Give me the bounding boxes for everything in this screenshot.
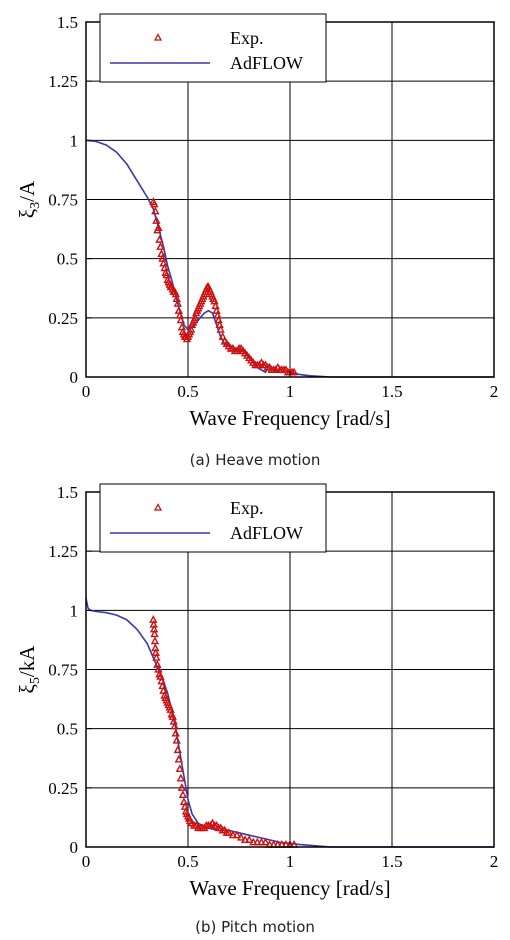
x-tick-label: 1 (286, 382, 295, 401)
exp-data-point (154, 223, 163, 232)
series-line-adflow (85, 598, 494, 848)
exp-data-point (249, 837, 258, 846)
x-axis-title: Wave Frequency [rad/s] (189, 876, 390, 900)
exp-data-point (177, 783, 187, 791)
x-tick-label: 1.5 (381, 852, 402, 871)
exp-data-point (173, 298, 182, 307)
exp-data-point (155, 235, 164, 243)
y-tick-label: 0.5 (57, 720, 78, 739)
exp-data-point (179, 797, 189, 806)
exp-data-point (150, 636, 160, 645)
y-tick-label: 1.25 (48, 72, 78, 91)
legend-marker-exp (153, 33, 163, 41)
exp-data-point (186, 324, 196, 333)
exp-data-point (232, 830, 242, 839)
exp-data-point (151, 206, 160, 215)
exp-data-point (175, 764, 185, 772)
y-tick-label: 1 (70, 601, 79, 620)
exp-data-point (289, 367, 299, 376)
exp-data-point (218, 332, 227, 340)
y-tick-label: 0 (70, 368, 79, 387)
exp-data-point (224, 828, 233, 836)
exp-data-point (178, 790, 188, 799)
x-tick-label: 0.5 (177, 852, 198, 871)
y-tick-label: 0.75 (48, 191, 78, 210)
heave-chart-panel: 0 0.5 1 1.5 2 0 0.25 0.5 0.75 1 1.25 1.5 Wave Freque… (0, 0, 510, 440)
legend-box (99, 13, 327, 83)
pitch-caption: (b) Pitch motion (195, 918, 315, 936)
exp-data-point (157, 249, 166, 258)
exp-data-point (174, 754, 183, 763)
exp-data-point (240, 835, 250, 843)
exp-data-point (176, 315, 186, 324)
legend-label: AdFLOW (230, 53, 303, 73)
exp-data-point (156, 242, 165, 250)
legend-box (99, 483, 327, 553)
exp-data-point (150, 199, 159, 208)
legend-marker-exp (153, 503, 163, 511)
pitch-chart-panel: 0 0.5 1 1.5 2 0 0.25 0.5 0.75 1 1.25 1.5 Wave Freque… (0, 470, 510, 910)
x-tick-label: 1.5 (381, 382, 402, 401)
y-tick-label: 1.25 (48, 542, 78, 561)
legend-label: Exp. (230, 498, 264, 518)
y-axis-title: ξ5/kA (15, 645, 43, 694)
y-tick-label: 0 (70, 838, 79, 857)
exp-data-point (172, 735, 181, 744)
exp-data-point (150, 629, 159, 638)
exp-data-point (152, 216, 161, 224)
y-tick-label: 0.25 (48, 779, 78, 798)
pitch-chart: 0 0.5 1 1.5 2 0 0.25 0.5 0.75 1 1.25 1.5 Wave Freque… (15, 483, 499, 900)
exp-data-point (170, 721, 179, 730)
heave-chart: 0 0.5 1 1.5 2 0 0.25 0.5 0.75 1 1.25 1.5 Wave Freque… (15, 13, 499, 430)
y-tick-label: 1.5 (57, 483, 78, 502)
exp-data-point (253, 837, 262, 846)
exp-data-point (174, 306, 183, 314)
y-tick-label: 0.75 (48, 661, 78, 680)
exp-data-point (152, 652, 161, 661)
exp-data-point (171, 728, 180, 737)
y-tick-label: 0.5 (57, 250, 78, 269)
exp-data-point (261, 837, 270, 846)
exp-data-point (216, 324, 225, 333)
x-tick-label: 1 (286, 852, 295, 871)
y-tick-label: 1 (70, 131, 79, 150)
exp-data-point (257, 837, 266, 846)
x-tick-label: 2 (490, 852, 499, 871)
y-tick-label: 1.5 (57, 13, 78, 32)
exp-data-point (173, 745, 182, 754)
exp-data-point (176, 773, 186, 782)
x-tick-label: 2 (490, 382, 499, 401)
x-axis-title: Wave Frequency [rad/s] (189, 406, 390, 430)
legend-label: AdFLOW (230, 523, 303, 543)
exp-data-point (236, 832, 246, 841)
y-tick-label: 0.25 (48, 309, 78, 328)
x-tick-label: 0.5 (177, 382, 198, 401)
heave-caption: (a) Heave motion (189, 451, 321, 469)
legend-label: Exp. (230, 28, 264, 48)
exp-data-point (228, 830, 238, 839)
x-tick-label: 0 (82, 382, 91, 401)
exp-data-point (245, 835, 254, 843)
x-tick-label: 0 (82, 852, 91, 871)
exp-data-point (190, 313, 200, 321)
y-axis-title: ξ3/A (15, 180, 43, 218)
